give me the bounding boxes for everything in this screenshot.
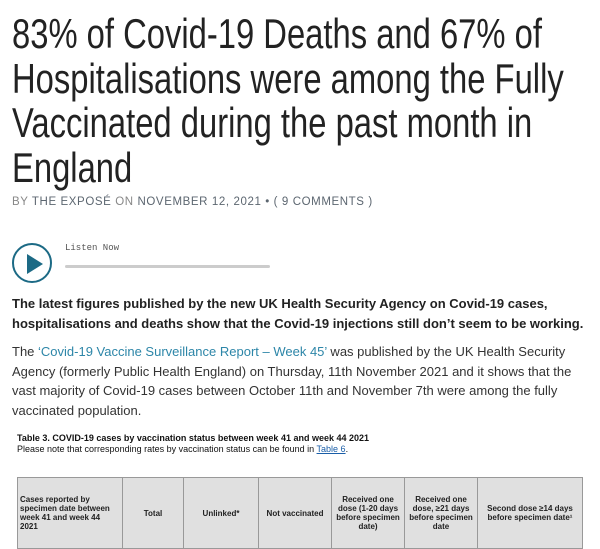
date-link[interactable]: NOVEMBER 12, 2021: [137, 196, 262, 208]
table-header-row: Cases reported by specimen date between …: [17, 477, 583, 549]
para-pre: The: [12, 344, 39, 359]
table-title: Table 3. COVID-19 cases by vaccination s…: [17, 433, 370, 443]
body-paragraph: The ‘Covid-19 Vaccine Surveillance Repor…: [12, 342, 592, 420]
table-note: Please note that corresponding rates by …: [17, 444, 317, 454]
table-caption: Table 3. COVID-19 cases by vaccination s…: [17, 433, 369, 455]
header-cell: Not vaccinated: [258, 477, 332, 549]
table-note-end: .: [345, 444, 349, 454]
table-6-link[interactable]: Table 6: [316, 444, 346, 454]
meta-on: ON: [111, 196, 138, 208]
listen-now-label: Listen Now: [65, 243, 120, 253]
play-icon[interactable]: [12, 243, 52, 283]
report-link[interactable]: ‘Covid-19 Vaccine Surveillance Report – …: [38, 344, 327, 359]
header-cell: Unlinked*: [183, 477, 259, 549]
audio-player: Listen Now: [12, 243, 312, 289]
lead-paragraph: The latest figures published by the new …: [12, 296, 584, 331]
author-link[interactable]: THE EXPOSÉ: [31, 196, 112, 208]
header-cell: Received one dose, ≥21 days before speci…: [404, 477, 478, 549]
header-cell: Cases reported by specimen date between …: [17, 477, 123, 549]
meta-sep: • (: [261, 196, 282, 208]
cases-table: Cases reported by specimen date between …: [17, 477, 583, 549]
meta-close: ): [364, 196, 373, 208]
para-post: was published by the UK Health Security …: [12, 344, 572, 418]
article-title: 83% of Covid-19 Deaths and 67% of Hospit…: [12, 10, 564, 191]
header-cell: Received one dose (1-20 days before spec…: [331, 477, 405, 549]
audio-progress-bar[interactable]: [65, 265, 270, 268]
comments-link[interactable]: 9 COMMENTS: [281, 196, 365, 208]
header-cell: Total: [122, 477, 184, 549]
header-cell: Second dose ≥14 days before specimen dat…: [477, 477, 583, 549]
meta-by: BY: [12, 196, 32, 208]
article-meta: BY THE EXPOSÉ ON NOVEMBER 12, 2021 • ( 9…: [12, 196, 373, 208]
